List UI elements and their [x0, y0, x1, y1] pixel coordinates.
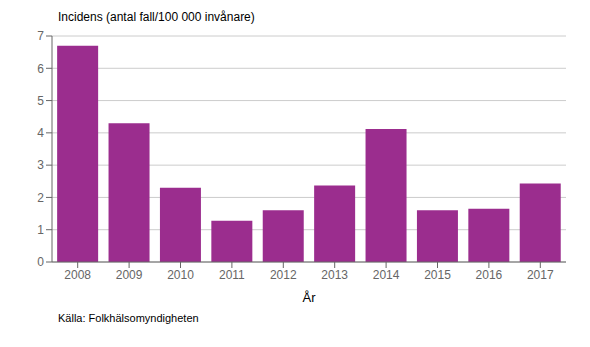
svg-text:7: 7	[37, 29, 44, 43]
svg-text:2015: 2015	[424, 268, 451, 282]
svg-text:4: 4	[37, 126, 44, 140]
svg-text:2008: 2008	[64, 268, 91, 282]
svg-text:2009: 2009	[116, 268, 143, 282]
svg-text:3: 3	[37, 158, 44, 172]
svg-text:6: 6	[37, 62, 44, 76]
html-text:Incidens (antal fall/100 000 i: Incidens (antal fall/100 000 invånare)	[58, 10, 255, 24]
svg-text:2017: 2017	[527, 268, 554, 282]
svg-text:År: År	[303, 290, 317, 305]
svg-text:2011: 2011	[219, 268, 245, 282]
svg-text:0: 0	[37, 255, 44, 269]
svg-text:2014: 2014	[373, 268, 400, 282]
svg-text:2010: 2010	[167, 268, 194, 282]
svg-text:2013: 2013	[321, 268, 348, 282]
svg-text:2012: 2012	[270, 268, 297, 282]
html-text:Källa: Folkhälsomyndigheten: Källa: Folkhälsomyndigheten	[58, 312, 199, 324]
svg-text:5: 5	[37, 94, 44, 108]
svg-text:1: 1	[37, 223, 44, 237]
svg-text:2: 2	[37, 191, 44, 205]
svg-text:2016: 2016	[476, 268, 503, 282]
